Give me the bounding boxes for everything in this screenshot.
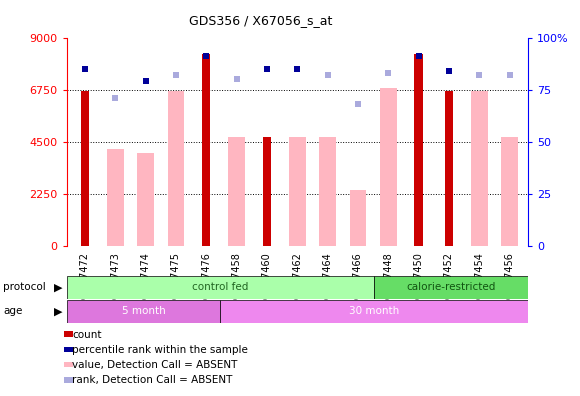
Bar [64, 377, 72, 383]
Bar [64, 346, 72, 352]
Bar [319, 137, 336, 246]
Text: percentile rank within the sample: percentile rank within the sample [72, 345, 248, 355]
Text: ▶: ▶ [54, 282, 63, 293]
Bar [374, 276, 528, 299]
Bar [380, 88, 397, 246]
Text: 5 month: 5 month [122, 306, 165, 316]
Bar [168, 91, 184, 246]
Bar [107, 148, 124, 246]
Bar [501, 137, 518, 246]
Bar [202, 54, 211, 246]
Bar [414, 54, 423, 246]
Text: control fed: control fed [192, 282, 249, 293]
Bar [81, 91, 89, 246]
Bar [64, 362, 72, 367]
Bar [137, 153, 154, 246]
Bar [229, 137, 245, 246]
Bar [350, 190, 366, 246]
Bar [445, 91, 453, 246]
Text: GDS356 / X67056_s_at: GDS356 / X67056_s_at [189, 14, 333, 27]
Bar [220, 300, 528, 323]
Bar [289, 137, 306, 246]
Bar [67, 300, 220, 323]
Bar [64, 331, 72, 337]
Text: protocol: protocol [3, 282, 46, 293]
Bar [67, 276, 374, 299]
Text: 30 month: 30 month [349, 306, 399, 316]
Text: ▶: ▶ [54, 306, 63, 316]
Text: rank, Detection Call = ABSENT: rank, Detection Call = ABSENT [72, 375, 233, 385]
Text: count: count [72, 329, 102, 340]
Bar [263, 137, 271, 246]
Text: calorie-restricted: calorie-restricted [406, 282, 496, 293]
Bar [471, 91, 488, 246]
Text: value, Detection Call = ABSENT: value, Detection Call = ABSENT [72, 360, 238, 370]
Text: age: age [3, 306, 22, 316]
